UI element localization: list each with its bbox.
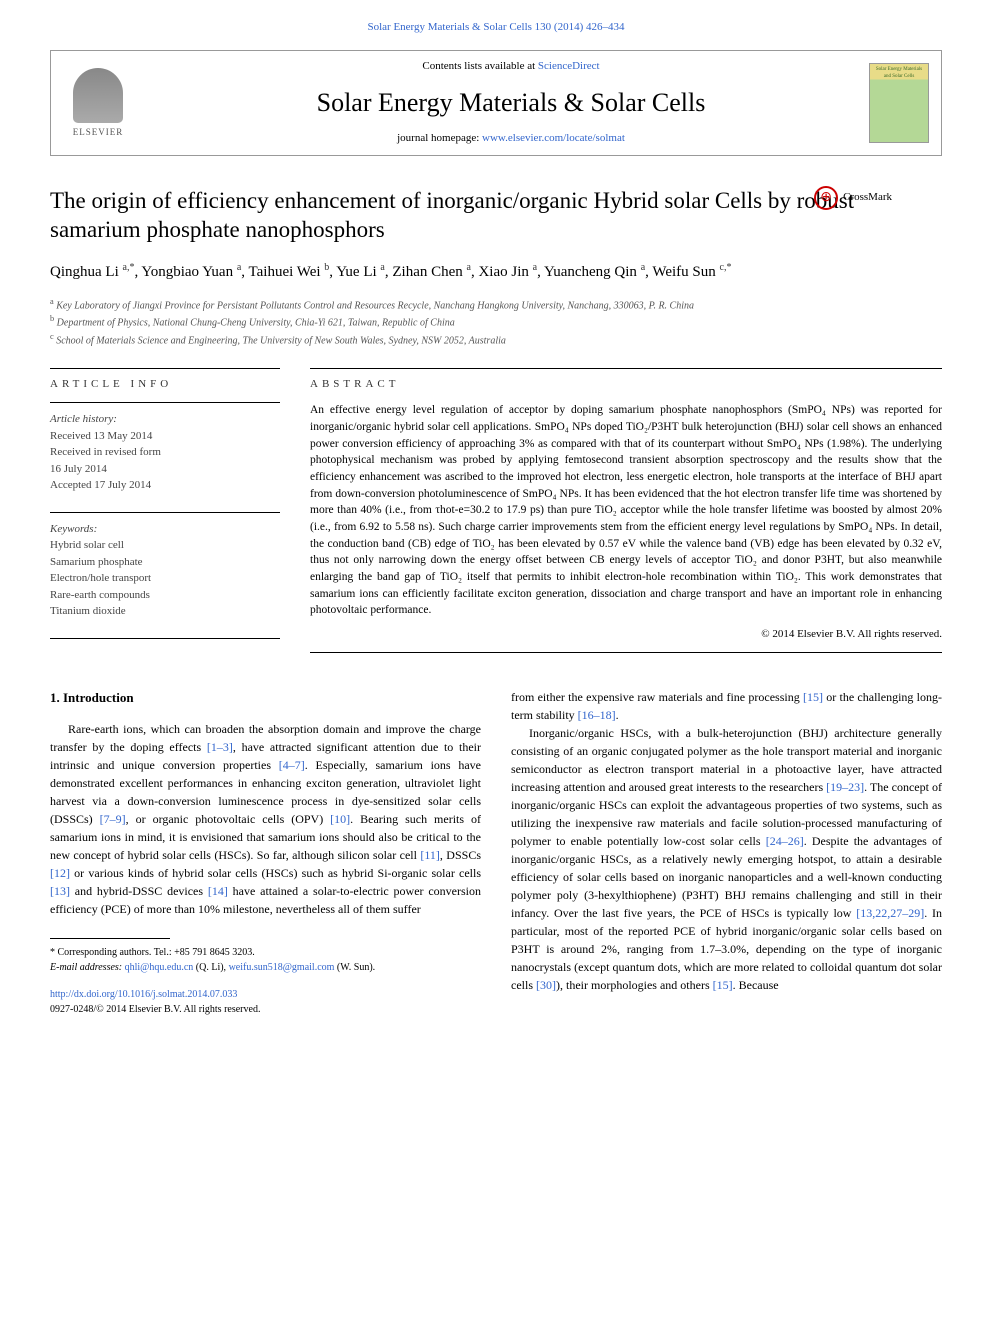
homepage-prefix: journal homepage: xyxy=(397,132,482,144)
email-label: E-mail addresses: xyxy=(50,962,125,973)
history-label: Article history: xyxy=(50,411,280,428)
body-columns: 1. Introduction Rare-earth ions, which c… xyxy=(50,688,942,1017)
keyword-line: Hybrid solar cell xyxy=(50,537,280,554)
history-line: Accepted 17 July 2014 xyxy=(50,477,280,494)
intro-para-right-2: Inorganic/organic HSCs, with a bulk-hete… xyxy=(511,724,942,994)
abstract-text: An effective energy level regulation of … xyxy=(310,402,942,619)
issn-line: 0927-0248/© 2014 Elsevier B.V. All right… xyxy=(50,1004,260,1015)
journal-header-box: ELSEVIER Contents lists available at Sci… xyxy=(50,50,942,155)
article-title: The origin of efficiency enhancement of … xyxy=(50,186,942,246)
affiliation-line: b Department of Physics, National Chung-… xyxy=(50,313,942,330)
doi-link[interactable]: http://dx.doi.org/10.1016/j.solmat.2014.… xyxy=(50,989,237,1000)
crossmark-icon: ⊕ xyxy=(814,186,838,210)
email-2-who: (W. Sun). xyxy=(334,962,375,973)
title-section: ⊕ CrossMark The origin of efficiency enh… xyxy=(50,186,942,246)
journal-name: Solar Energy Materials & Solar Cells xyxy=(153,85,869,121)
sciencedirect-link[interactable]: ScienceDirect xyxy=(538,60,600,72)
keyword-line: Rare-earth compounds xyxy=(50,587,280,604)
corresponding-author-note: * Corresponding authors. Tel.: +85 791 8… xyxy=(50,945,481,960)
elsevier-tree-icon xyxy=(73,68,123,123)
crossmark-label: CrossMark xyxy=(843,190,892,205)
keywords-block: Keywords: Hybrid solar cellSamarium phos… xyxy=(50,521,280,620)
intro-para-right-1: from either the expensive raw materials … xyxy=(511,688,942,724)
contents-prefix: Contents lists available at xyxy=(422,60,537,72)
publisher-name: ELSEVIER xyxy=(73,126,124,139)
body-right-column: from either the expensive raw materials … xyxy=(511,688,942,1017)
publisher-logo: ELSEVIER xyxy=(63,60,133,145)
citation-link[interactable]: Solar Energy Materials & Solar Cells 130… xyxy=(367,21,624,33)
intro-para-left: Rare-earth ions, which can broaden the a… xyxy=(50,720,481,918)
footnote-separator xyxy=(50,938,170,939)
article-info-heading: ARTICLE INFO xyxy=(50,377,280,392)
affiliations: a Key Laboratory of Jiangxi Province for… xyxy=(50,296,942,348)
affiliation-line: c School of Materials Science and Engine… xyxy=(50,331,942,348)
history-line: Received 13 May 2014 xyxy=(50,428,280,445)
article-history: Article history: Received 13 May 2014Rec… xyxy=(50,411,280,494)
info-abstract-row: ARTICLE INFO Article history: Received 1… xyxy=(50,368,942,664)
footnotes: * Corresponding authors. Tel.: +85 791 8… xyxy=(50,945,481,975)
doi-block: http://dx.doi.org/10.1016/j.solmat.2014.… xyxy=(50,987,481,1017)
homepage-link[interactable]: www.elsevier.com/locate/solmat xyxy=(482,132,625,144)
citation-header: Solar Energy Materials & Solar Cells 130… xyxy=(50,20,942,35)
email-line: E-mail addresses: qhli@hqu.edu.cn (Q. Li… xyxy=(50,960,481,975)
contents-line: Contents lists available at ScienceDirec… xyxy=(153,59,869,74)
homepage-line: journal homepage: www.elsevier.com/locat… xyxy=(153,131,869,146)
history-line: 16 July 2014 xyxy=(50,461,280,478)
email-1[interactable]: qhli@hqu.edu.cn xyxy=(125,962,194,973)
abstract-heading: ABSTRACT xyxy=(310,377,942,392)
body-left-column: 1. Introduction Rare-earth ions, which c… xyxy=(50,688,481,1017)
abstract-column: ABSTRACT An effective energy level regul… xyxy=(310,368,942,664)
journal-cover-thumbnail: Solar Energy Materials and Solar Cells xyxy=(869,63,929,143)
affiliation-line: a Key Laboratory of Jiangxi Province for… xyxy=(50,296,942,313)
keyword-line: Titanium dioxide xyxy=(50,603,280,620)
keywords-label: Keywords: xyxy=(50,521,280,538)
keyword-line: Samarium phosphate xyxy=(50,554,280,571)
abstract-copyright: © 2014 Elsevier B.V. All rights reserved… xyxy=(310,627,942,642)
email-2[interactable]: weifu.sun518@gmail.com xyxy=(229,962,335,973)
author-list: Qinghua Li a,*, Yongbiao Yuan a, Taihuei… xyxy=(50,260,942,284)
history-line: Received in revised form xyxy=(50,444,280,461)
crossmark-badge[interactable]: ⊕ CrossMark xyxy=(814,186,892,210)
email-1-who: (Q. Li), xyxy=(193,962,228,973)
header-center: Contents lists available at ScienceDirec… xyxy=(153,59,869,146)
article-info-column: ARTICLE INFO Article history: Received 1… xyxy=(50,368,280,664)
section-1-heading: 1. Introduction xyxy=(50,688,481,708)
cover-text: Solar Energy Materials and Solar Cells xyxy=(870,64,928,82)
keyword-line: Electron/hole transport xyxy=(50,570,280,587)
